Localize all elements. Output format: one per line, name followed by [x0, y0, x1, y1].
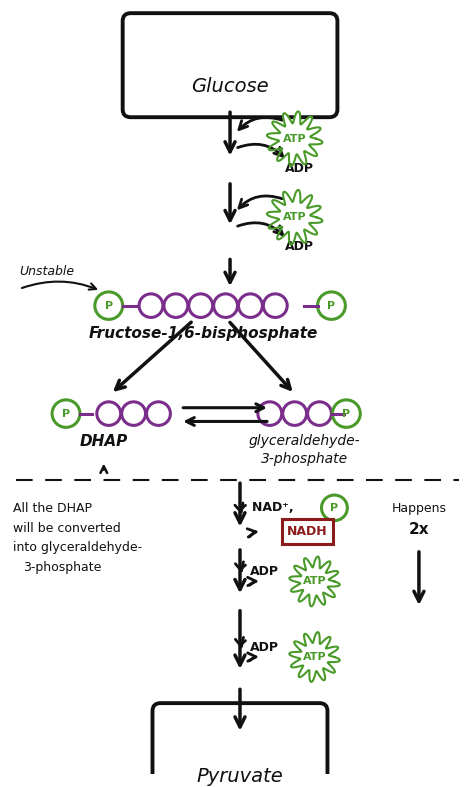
Text: ADP: ADP: [285, 240, 314, 253]
FancyBboxPatch shape: [123, 13, 337, 117]
Text: Pyruvate: Pyruvate: [197, 767, 283, 786]
Text: P: P: [62, 408, 70, 419]
Text: ATP: ATP: [303, 652, 327, 662]
Text: P: P: [330, 503, 338, 513]
Text: P: P: [342, 408, 350, 419]
Text: ATP: ATP: [283, 134, 307, 144]
Text: NAD⁺,: NAD⁺,: [252, 501, 298, 515]
Text: Unstable: Unstable: [19, 264, 74, 278]
Polygon shape: [267, 112, 322, 166]
Text: P: P: [105, 301, 113, 311]
Text: P: P: [328, 301, 336, 311]
Text: 2x: 2x: [409, 522, 429, 537]
Polygon shape: [289, 556, 340, 606]
Text: DHAP: DHAP: [80, 434, 128, 449]
Text: Glucose: Glucose: [191, 77, 269, 96]
Text: NADH: NADH: [287, 525, 328, 538]
FancyBboxPatch shape: [153, 703, 328, 787]
Text: into glyceraldehyde-: into glyceraldehyde-: [13, 541, 143, 554]
FancyBboxPatch shape: [282, 519, 333, 544]
Polygon shape: [289, 632, 340, 682]
Text: ATP: ATP: [283, 212, 307, 222]
Polygon shape: [267, 190, 322, 245]
Text: All the DHAP: All the DHAP: [13, 502, 92, 515]
Text: glyceraldehyde-: glyceraldehyde-: [249, 434, 360, 448]
Text: ADP: ADP: [250, 641, 279, 654]
Text: Fructose-1,6-bisphosphate: Fructose-1,6-bisphosphate: [89, 326, 318, 341]
Text: will be converted: will be converted: [13, 522, 121, 534]
Text: 3-phosphate: 3-phosphate: [23, 561, 101, 574]
Text: 3-phosphate: 3-phosphate: [261, 452, 348, 466]
Text: Happens: Happens: [392, 502, 447, 515]
Text: ADP: ADP: [250, 565, 279, 578]
Text: ATP: ATP: [303, 576, 327, 586]
Text: ADP: ADP: [285, 162, 314, 175]
